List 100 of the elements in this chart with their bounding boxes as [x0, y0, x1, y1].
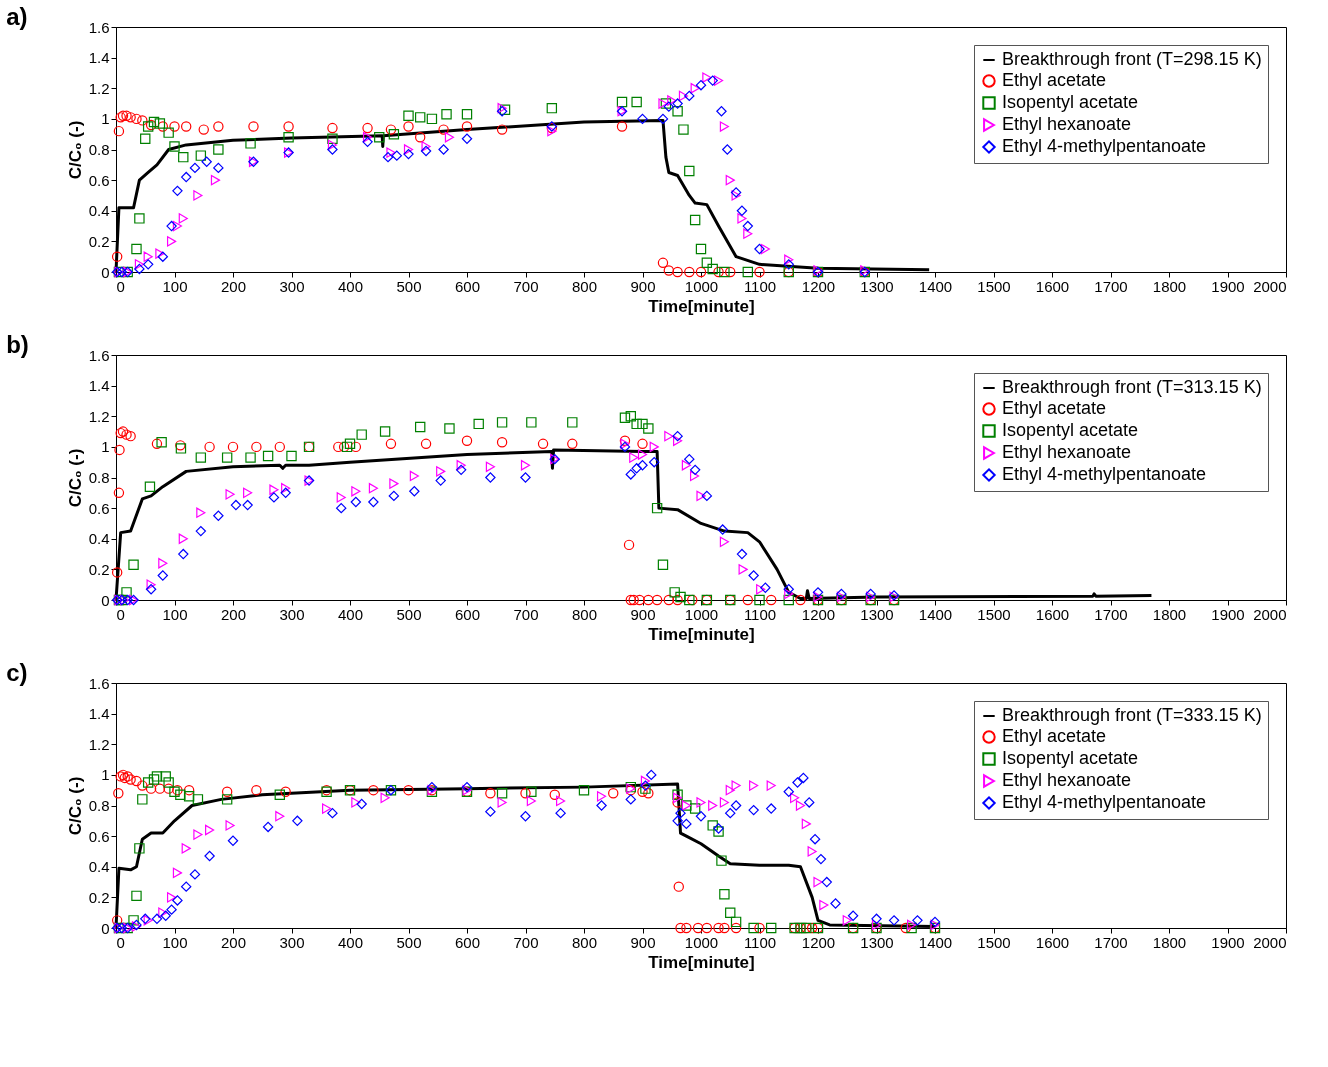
y-tick-label: 1 — [101, 766, 110, 784]
x-tick-label: 1600 — [1035, 605, 1070, 623]
x-tick-label: 1000 — [684, 605, 719, 623]
y-tick-label: 1.6 — [88, 674, 110, 692]
legend-label: Ethyl acetate — [1002, 726, 1107, 746]
y-tick-label: 0.2 — [88, 232, 110, 250]
x-axis-title: Time[minute] — [648, 296, 755, 316]
x-tick-label: 1800 — [1152, 605, 1187, 623]
legend-label: Ethyl hexanoate — [1002, 442, 1132, 462]
y-tick-label: 0.6 — [88, 827, 110, 845]
legend-label: Ethyl 4-methylpentanoate — [1002, 464, 1207, 484]
x-tick-label: 1300 — [860, 605, 894, 623]
x-tick-label: 0 — [116, 277, 125, 295]
x-tick-label: 700 — [513, 277, 539, 295]
x-tick-label: 500 — [396, 605, 422, 623]
x-tick-label: 1000 — [684, 277, 719, 295]
y-tick-label: 0.8 — [88, 469, 110, 486]
x-tick-label: 1300 — [860, 933, 894, 951]
x-tick-label: 1000 — [684, 933, 719, 951]
legend-label: Breakthrough front (T=298.15 K) — [1002, 49, 1262, 69]
y-tick-label: 0.8 — [88, 141, 110, 158]
x-tick-label: 1400 — [918, 605, 953, 623]
x-tick-label: 800 — [571, 277, 598, 295]
legend-label: Isopentyl acetate — [1002, 748, 1139, 768]
x-tick-label: 900 — [630, 933, 656, 951]
y-tick-label: 1 — [101, 110, 110, 128]
y-axis-title: C/C₀ (-) — [65, 120, 85, 180]
y-tick-label: 1.4 — [88, 377, 110, 395]
legend-label: Ethyl 4-methylpentanoate — [1002, 792, 1207, 812]
x-tick-label: 800 — [571, 605, 598, 623]
y-tick-label: 1.2 — [88, 735, 110, 753]
legend-label: Breakthrough front (T=313.15 K) — [1002, 377, 1262, 397]
x-tick-label: 1200 — [801, 933, 836, 951]
x-tick-label: 1100 — [743, 933, 777, 951]
y-tick-label: 1 — [101, 438, 110, 456]
x-tick-label: 1900 — [1211, 605, 1245, 623]
x-tick-label: 500 — [396, 933, 422, 951]
x-tick-label: 400 — [337, 933, 364, 951]
y-tick-label: 0.4 — [88, 858, 110, 876]
legend-label: Ethyl hexanoate — [1002, 114, 1132, 134]
x-tick-label: 2000 — [1253, 605, 1287, 623]
y-tick-label: 0.6 — [88, 171, 110, 189]
x-axis-title: Time[minute] — [648, 624, 755, 644]
x-tick-label: 100 — [162, 933, 188, 951]
x-tick-label: 1500 — [977, 277, 1011, 295]
y-tick-label: 1.2 — [88, 407, 110, 425]
x-tick-label: 2000 — [1253, 277, 1287, 295]
x-tick-label: 1600 — [1035, 277, 1070, 295]
legend-label: Ethyl 4-methylpentanoate — [1002, 136, 1207, 156]
x-tick-label: 0 — [116, 605, 125, 623]
x-tick-label: 1500 — [977, 933, 1011, 951]
y-tick-label: 0.8 — [88, 797, 110, 814]
y-tick-label: 1.6 — [88, 18, 110, 36]
x-tick-label: 1700 — [1094, 277, 1128, 295]
y-tick-label: 0 — [101, 919, 110, 937]
x-tick-label: 1600 — [1035, 933, 1070, 951]
x-tick-label: 200 — [220, 933, 247, 951]
x-tick-label: 300 — [279, 933, 305, 951]
x-tick-label: 1800 — [1152, 277, 1187, 295]
x-tick-label: 1400 — [918, 933, 953, 951]
x-axis-title: Time[minute] — [648, 952, 755, 972]
chart-title: c) — [6, 659, 28, 686]
x-tick-label: 600 — [454, 277, 481, 295]
x-tick-label: 300 — [279, 277, 305, 295]
x-tick-label: 600 — [454, 933, 481, 951]
x-tick-label: 1900 — [1211, 933, 1245, 951]
legend-label: Ethyl acetate — [1002, 398, 1107, 418]
x-tick-label: 1200 — [801, 277, 836, 295]
y-tick-label: 1.4 — [88, 705, 110, 723]
y-tick-label: 1.6 — [88, 346, 110, 364]
x-tick-label: 1100 — [743, 277, 777, 295]
x-tick-label: 1800 — [1152, 933, 1187, 951]
x-tick-label: 400 — [337, 277, 364, 295]
x-tick-label: 1300 — [860, 277, 894, 295]
y-tick-label: 0 — [101, 263, 110, 281]
y-tick-label: 1.4 — [88, 49, 110, 67]
x-tick-label: 1700 — [1094, 605, 1128, 623]
y-tick-label: 0.6 — [88, 499, 110, 517]
x-tick-label: 0 — [116, 933, 125, 951]
x-tick-label: 1400 — [918, 277, 953, 295]
y-tick-label: 0 — [101, 591, 110, 609]
x-tick-label: 200 — [220, 605, 247, 623]
chart-title: b) — [6, 331, 29, 358]
y-tick-label: 0.2 — [88, 888, 110, 906]
y-tick-label: 0.2 — [88, 560, 110, 578]
x-tick-label: 1700 — [1094, 933, 1128, 951]
x-tick-label: 300 — [279, 605, 305, 623]
x-tick-label: 200 — [220, 277, 247, 295]
x-tick-label: 100 — [162, 277, 188, 295]
x-tick-label: 700 — [513, 605, 539, 623]
chart-title: a) — [6, 3, 28, 30]
legend-label: Breakthrough front (T=333.15 K) — [1002, 705, 1262, 725]
x-tick-label: 600 — [454, 605, 481, 623]
x-tick-label: 1100 — [743, 605, 777, 623]
legend-label: Isopentyl acetate — [1002, 92, 1139, 112]
x-tick-label: 1900 — [1211, 277, 1245, 295]
x-tick-label: 700 — [513, 933, 539, 951]
legend-label: Isopentyl acetate — [1002, 420, 1139, 440]
x-tick-label: 100 — [162, 605, 188, 623]
y-tick-label: 0.4 — [88, 530, 110, 548]
